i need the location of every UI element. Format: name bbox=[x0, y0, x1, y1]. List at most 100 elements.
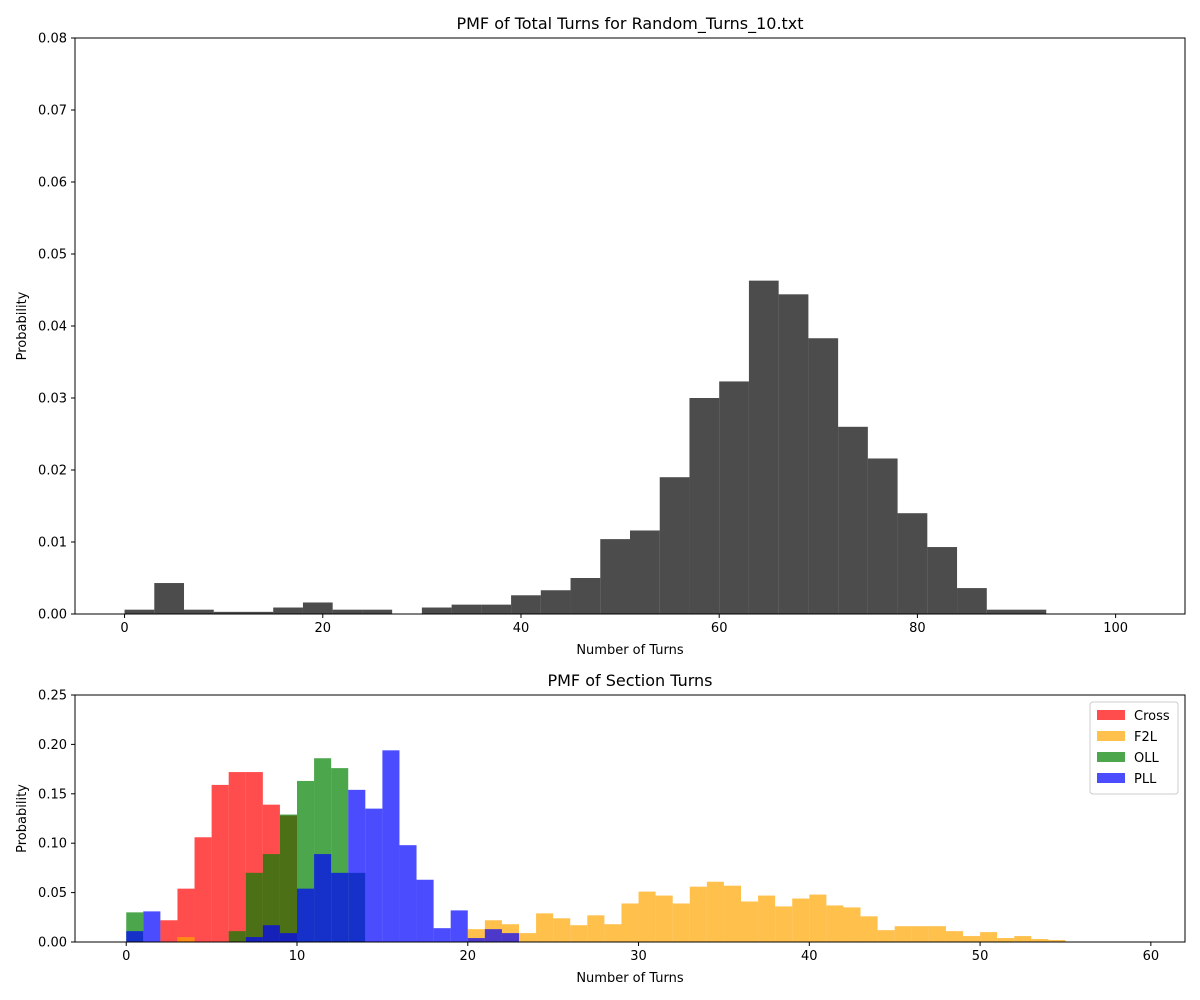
pll-bar bbox=[143, 911, 161, 942]
f2l-bar bbox=[604, 924, 622, 942]
pll-bar bbox=[245, 937, 263, 942]
cross-bar bbox=[211, 784, 229, 942]
total-bar bbox=[748, 280, 779, 614]
pll-bar bbox=[314, 854, 332, 942]
pll-bar bbox=[467, 938, 485, 942]
oll-bar bbox=[245, 872, 263, 942]
pll-bar bbox=[382, 750, 400, 942]
pll-bar bbox=[365, 808, 383, 942]
x-tick-label: 20 bbox=[459, 949, 476, 964]
f2l-bar bbox=[672, 903, 690, 942]
f2l-bar bbox=[775, 906, 793, 942]
f2l-bar bbox=[1048, 940, 1066, 942]
oll-bar bbox=[279, 814, 297, 942]
total-bar bbox=[1016, 609, 1047, 614]
section-turns-chart: PMF of Section Turns 0 10 20 30 40 50 60 0.00 0.… bbox=[15, 671, 1186, 986]
f2l-bar bbox=[587, 915, 605, 942]
y-axis-label: Probability bbox=[15, 784, 30, 853]
legend-label: PLL bbox=[1134, 772, 1157, 787]
plot-frame bbox=[74, 37, 1186, 615]
x-tick-label: 30 bbox=[630, 949, 647, 964]
bars-layer bbox=[124, 280, 1047, 614]
pll-bar bbox=[331, 872, 349, 942]
f2l-bar bbox=[826, 905, 844, 942]
pll-bar bbox=[399, 845, 417, 942]
f2l-bar bbox=[860, 916, 878, 942]
total-bar bbox=[243, 611, 274, 614]
pll-bar bbox=[126, 931, 144, 942]
f2l-bar bbox=[877, 930, 895, 942]
pll-bar bbox=[501, 933, 519, 942]
f2l-bar bbox=[758, 895, 776, 942]
pll-bar bbox=[297, 888, 315, 942]
f2l-bar bbox=[706, 881, 724, 942]
total-bar bbox=[689, 398, 720, 614]
f2l-bar bbox=[963, 936, 981, 942]
x-tick-label: 40 bbox=[801, 949, 818, 964]
y-axis-label: Probability bbox=[15, 291, 30, 360]
total-bar bbox=[302, 602, 333, 614]
total-bar bbox=[362, 609, 393, 614]
total-bar bbox=[184, 609, 214, 614]
legend-label: F2L bbox=[1134, 730, 1158, 745]
cross-bar bbox=[177, 888, 195, 942]
y-tick-label: 0.05 bbox=[38, 248, 67, 263]
pll-bar bbox=[433, 928, 451, 942]
y-tick-label: 0.08 bbox=[38, 32, 67, 47]
bars-layer bbox=[126, 750, 1066, 942]
pll-bar bbox=[262, 925, 280, 942]
chart-title: PMF of Section Turns bbox=[547, 671, 712, 690]
y-tick-label: 0.06 bbox=[38, 176, 67, 191]
total-bar bbox=[511, 595, 541, 614]
legend-swatch bbox=[1097, 710, 1125, 720]
total-bar bbox=[124, 609, 155, 614]
oll-bar bbox=[262, 854, 280, 942]
f2l-bar bbox=[638, 891, 656, 942]
total-bar bbox=[659, 477, 690, 614]
total-bar bbox=[213, 611, 244, 614]
plot-frame bbox=[74, 694, 1186, 943]
y-tick-label: 0.03 bbox=[38, 392, 67, 407]
ticks-layer: 0 10 20 30 40 50 60 0.00 0.05 0.10 0.15 0.20 0.25 bbox=[38, 689, 1159, 965]
total-bar bbox=[451, 604, 482, 614]
x-tick-label: 10 bbox=[289, 949, 306, 964]
total-bar bbox=[719, 381, 749, 614]
f2l-bar bbox=[655, 895, 673, 942]
f2l-bar bbox=[741, 901, 759, 942]
f2l-bar bbox=[177, 937, 195, 942]
x-tick-label: 50 bbox=[972, 949, 989, 964]
total-bar bbox=[570, 578, 601, 614]
cross-bar bbox=[194, 837, 212, 942]
y-tick-label: 0.04 bbox=[38, 320, 67, 335]
total-bar bbox=[481, 604, 512, 614]
total-bar bbox=[838, 426, 868, 614]
total-bar bbox=[867, 458, 898, 614]
total-bar bbox=[421, 607, 452, 614]
y-tick-label: 0.02 bbox=[38, 464, 67, 479]
total-bar bbox=[630, 530, 660, 614]
y-tick-label: 0.07 bbox=[38, 104, 67, 119]
chart-title: PMF of Total Turns for Random_Turns_10.t… bbox=[456, 14, 803, 34]
total-bar bbox=[600, 539, 630, 614]
total-bar bbox=[957, 588, 987, 614]
total-turns-chart: PMF of Total Turns for Random_Turns_10.t… bbox=[15, 14, 1186, 658]
total-bar bbox=[897, 513, 928, 614]
total-bar bbox=[927, 547, 958, 614]
x-axis-label: Number of Turns bbox=[576, 643, 684, 658]
f2l-bar bbox=[792, 898, 810, 942]
x-tick-label: 0 bbox=[122, 949, 130, 964]
total-bar bbox=[808, 338, 839, 614]
pll-bar bbox=[348, 789, 366, 942]
ticks-layer: 0 20 40 60 80 100 0.00 0.01 0.02 0.03 0.04 0.05 0.06… bbox=[38, 32, 1128, 637]
pll-bar bbox=[416, 879, 434, 942]
x-tick-label: 20 bbox=[314, 621, 331, 636]
legend-swatch bbox=[1097, 773, 1125, 783]
legend-swatch bbox=[1097, 731, 1125, 741]
x-tick-label: 0 bbox=[120, 621, 128, 636]
y-tick-label: 0.15 bbox=[38, 787, 67, 802]
f2l-bar bbox=[928, 926, 946, 942]
y-tick-label: 0.20 bbox=[38, 738, 67, 753]
y-tick-label: 0.00 bbox=[38, 936, 67, 951]
f2l-bar bbox=[536, 913, 554, 942]
legend: Cross F2L OLL PLL bbox=[1089, 701, 1179, 795]
